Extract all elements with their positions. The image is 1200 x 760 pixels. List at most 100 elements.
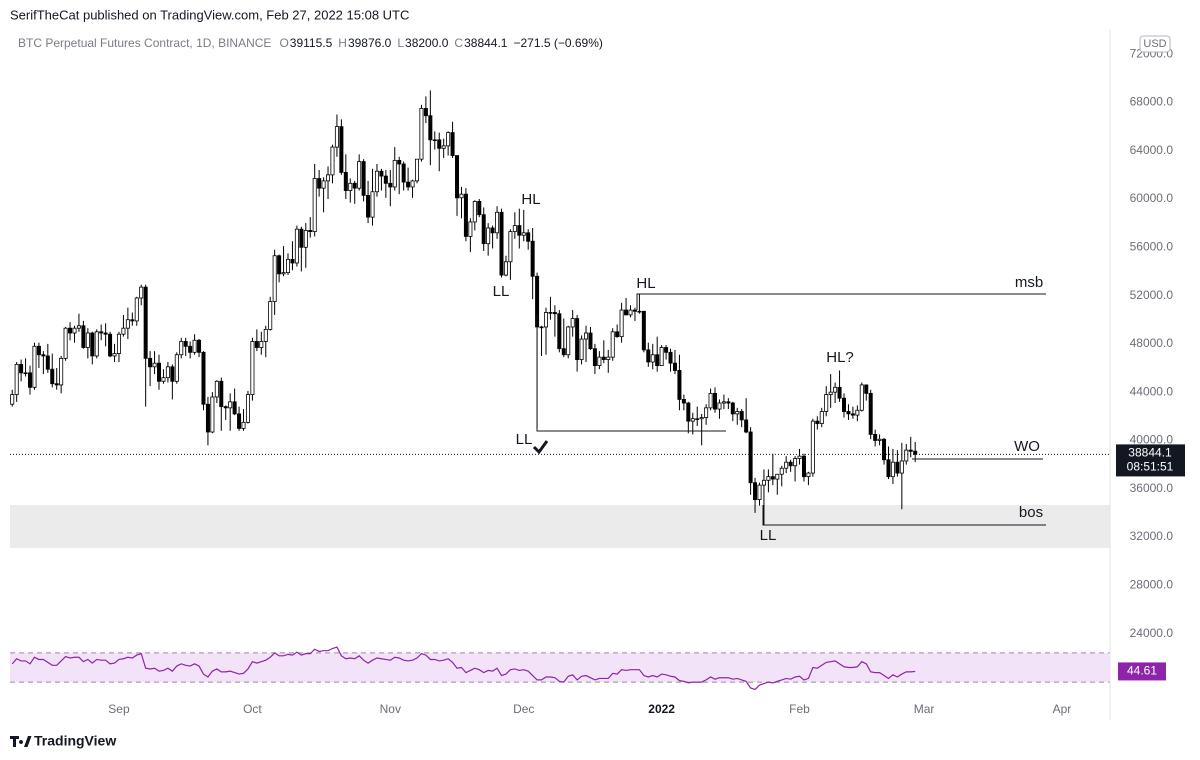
candle-body	[717, 402, 722, 410]
candle-body	[437, 139, 442, 149]
candle-body	[308, 229, 313, 233]
bos-line	[762, 505, 1046, 526]
annotation: HL	[636, 275, 655, 292]
candle-body	[579, 338, 584, 360]
candle-body	[299, 228, 304, 248]
currency-badge	[1139, 35, 1171, 53]
candle-body	[410, 180, 415, 188]
candle-body	[517, 225, 522, 236]
drawings	[532, 293, 1046, 526]
candle-body	[570, 318, 575, 328]
candle-body	[699, 417, 704, 420]
candle-body	[704, 407, 709, 418]
candle-body	[432, 139, 437, 142]
candle-body	[481, 214, 486, 245]
candle-body	[846, 411, 851, 415]
candle-body	[112, 353, 117, 357]
candle-body	[757, 484, 762, 501]
candle-body	[321, 180, 326, 189]
candle-body	[837, 386, 842, 399]
candle-body	[833, 386, 838, 393]
candle-body	[23, 372, 28, 375]
candle-body	[379, 170, 384, 177]
candle-body	[312, 178, 317, 233]
x-tick-label: Sep	[108, 702, 130, 716]
candle-body	[174, 354, 179, 382]
candle-body	[268, 301, 273, 330]
y-tick-label: 60000.0	[1130, 191, 1174, 205]
candle-body	[254, 341, 259, 348]
candle-body	[14, 363, 19, 395]
candle-body	[810, 420, 815, 474]
candle-body	[388, 182, 393, 188]
candle-body	[192, 339, 197, 353]
candle-body	[690, 418, 695, 422]
candle-body	[868, 392, 873, 435]
candle-body	[339, 126, 344, 173]
candle-body	[486, 227, 491, 245]
candle-body	[139, 286, 144, 299]
candle-body	[366, 194, 371, 218]
candle-body	[357, 161, 362, 189]
candle-body	[446, 132, 451, 147]
candle-body	[277, 255, 282, 275]
candle-body	[130, 319, 135, 322]
rsi-tag	[1118, 662, 1166, 681]
candle-body	[793, 458, 798, 467]
candle-body	[317, 178, 322, 189]
candle-body	[713, 392, 718, 410]
candle-body	[548, 312, 553, 314]
candle-body	[499, 211, 504, 276]
y-tick-label: 32000.0	[1130, 529, 1174, 543]
candle-body	[748, 431, 753, 484]
candle-body	[597, 356, 602, 367]
candle-body	[495, 211, 500, 234]
y-tick-label: 64000.0	[1130, 143, 1174, 157]
candle-body	[76, 325, 81, 329]
candle-body	[197, 339, 202, 353]
annotation: msb	[1015, 274, 1043, 291]
candle-body	[779, 467, 784, 475]
candle-body	[619, 309, 624, 338]
candle-body	[228, 401, 233, 409]
candle-body	[744, 419, 749, 433]
candle-body	[508, 231, 513, 263]
candle-body	[566, 326, 571, 356]
candle-body	[205, 403, 210, 433]
candle-body	[681, 399, 686, 404]
candle-body	[721, 401, 726, 404]
legend-key: C	[454, 36, 463, 50]
candle-body	[245, 394, 250, 423]
legend-key: L	[397, 36, 404, 50]
candle-body	[294, 228, 299, 264]
candle-body	[842, 397, 847, 412]
footer-logo	[10, 736, 32, 747]
candle-body	[904, 449, 909, 462]
candle-body	[886, 459, 891, 478]
candle-body	[148, 357, 153, 368]
annotation: bos	[1019, 504, 1043, 521]
candle-body	[219, 380, 224, 408]
candle-body	[281, 272, 286, 275]
annotation: HL	[521, 191, 540, 208]
candle-body	[108, 333, 113, 357]
candle-body	[343, 172, 348, 191]
candle-body	[650, 354, 655, 363]
candle-body	[753, 482, 758, 501]
candle-body	[161, 377, 166, 382]
candle-body	[873, 434, 878, 441]
x-tick-label: Mar	[914, 702, 935, 716]
y-tick-label: 48000.0	[1130, 336, 1174, 350]
candle-body	[828, 391, 833, 395]
candle-body	[272, 255, 277, 303]
candle-body	[263, 328, 268, 342]
candle-body	[592, 348, 597, 367]
candle-body	[99, 331, 104, 334]
y-tick-label: 68000.0	[1130, 95, 1174, 109]
candle-body	[423, 108, 428, 117]
candle-body	[477, 201, 482, 216]
price-tag-value: 38844.1	[1128, 446, 1172, 460]
candle-body	[797, 455, 802, 459]
candle-body	[223, 406, 228, 409]
y-tick-label: 44000.0	[1130, 384, 1174, 398]
